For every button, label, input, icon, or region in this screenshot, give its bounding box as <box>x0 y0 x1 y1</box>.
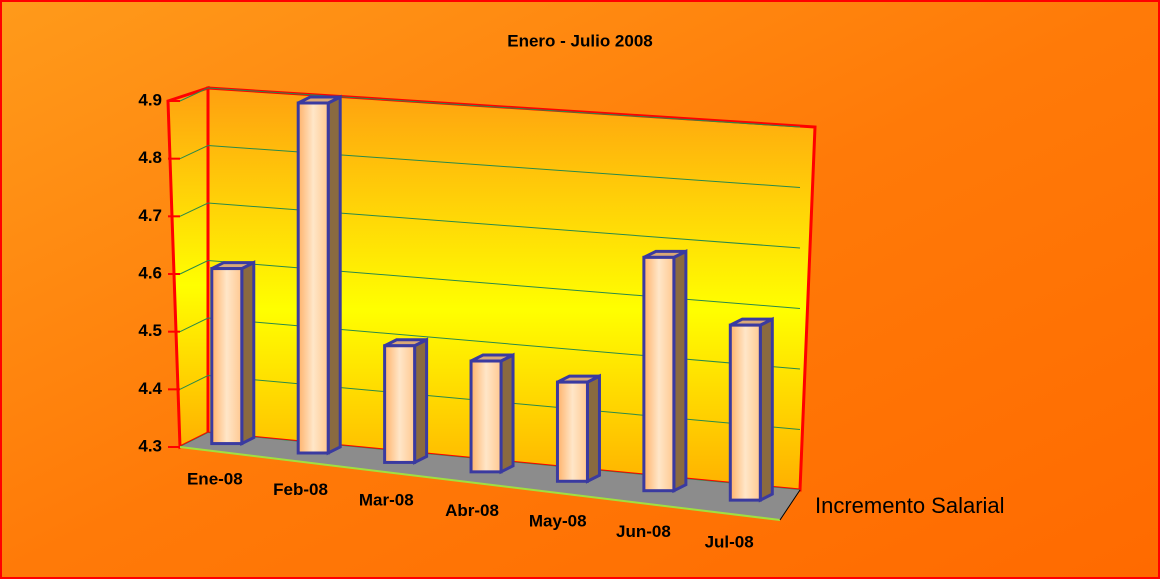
bar-side <box>240 260 256 447</box>
x-axis <box>179 446 781 521</box>
grid-line <box>179 144 801 188</box>
chart-title: Enero - Julio 2008 <box>507 31 653 50</box>
legend-line <box>779 489 801 521</box>
bar <box>555 380 589 483</box>
grid-line <box>179 87 801 128</box>
x-tick-label: Feb-08 <box>273 480 328 499</box>
x-tick-label: Abr-08 <box>445 501 499 520</box>
y-tick-label: 4.3 <box>138 436 162 455</box>
y-tick-label: 4.6 <box>138 263 162 282</box>
bar <box>469 359 503 474</box>
grid-line <box>179 317 801 370</box>
grid-line <box>179 374 801 430</box>
bar <box>383 344 417 464</box>
bar-side <box>672 248 688 494</box>
bar-side <box>585 373 601 484</box>
bar <box>296 101 330 455</box>
floor <box>180 433 800 520</box>
x-tick-label: Ene-08 <box>187 470 243 489</box>
bar-side <box>326 94 342 456</box>
grid-line <box>179 202 801 249</box>
y-tick-label: 4.7 <box>138 206 162 225</box>
x-tick-label: Jun-08 <box>616 522 671 541</box>
x-tick-label: Mar-08 <box>359 491 414 510</box>
bar-side <box>413 337 429 465</box>
bar-side <box>499 352 515 475</box>
bar <box>642 255 676 493</box>
bar-side <box>758 316 774 503</box>
x-tick-label: Jul-08 <box>705 532 754 551</box>
y-tick-label: 4.5 <box>138 321 162 340</box>
y-tick-label: 4.8 <box>138 148 162 167</box>
bar <box>210 267 244 446</box>
y-tick-label: 4.9 <box>138 90 162 109</box>
grid-line <box>179 259 801 309</box>
bar <box>728 323 762 502</box>
legend-label: Incremento Salarial <box>815 493 1005 518</box>
y-tick-label: 4.4 <box>138 379 162 398</box>
x-tick-label: May-08 <box>529 511 587 530</box>
